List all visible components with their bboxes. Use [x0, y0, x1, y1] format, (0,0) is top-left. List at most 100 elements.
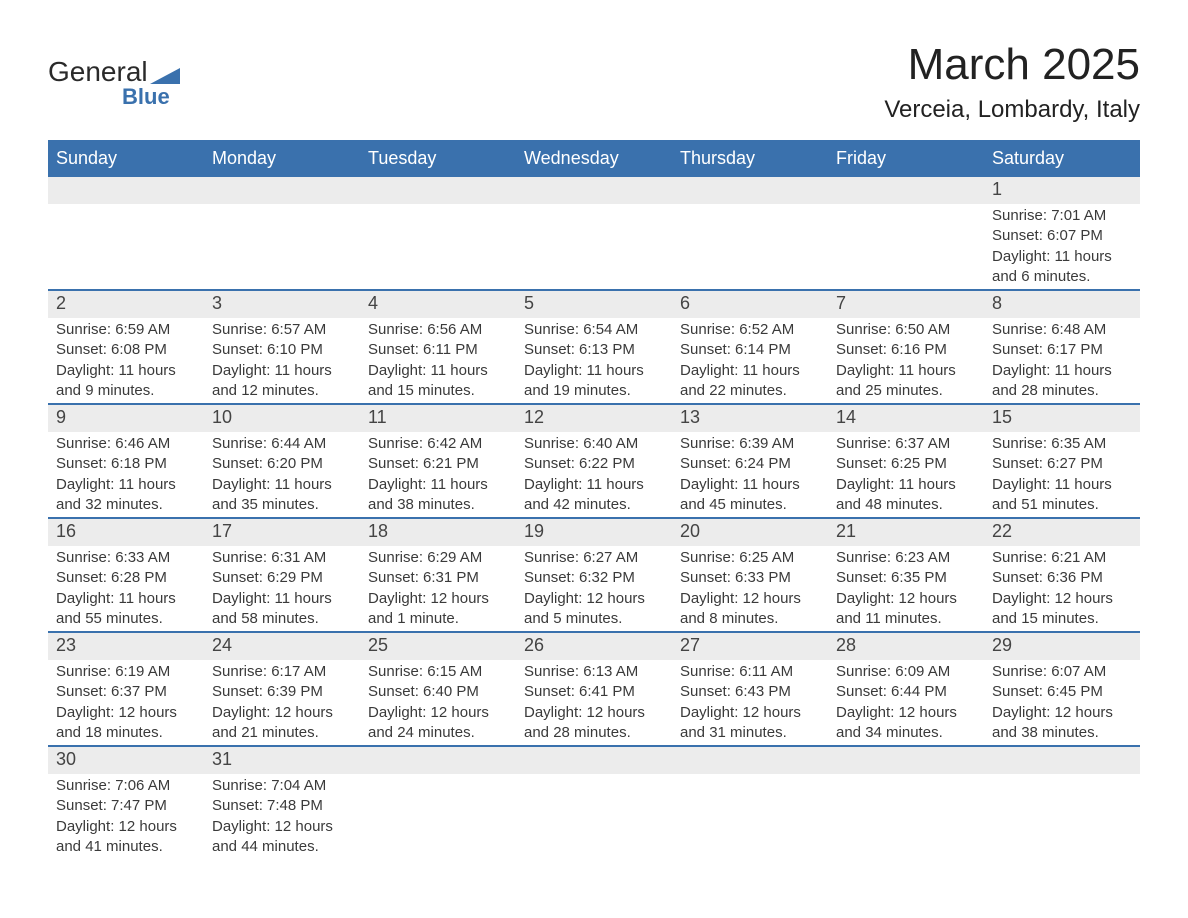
day-body: Sunrise: 6:29 AMSunset: 6:31 PMDaylight:…	[360, 546, 516, 631]
daylight-line: Daylight: 12 hours and 15 minutes.	[992, 589, 1132, 630]
sunset-line: Sunset: 6:16 PM	[836, 340, 976, 360]
daylight-line: Daylight: 12 hours and 18 minutes.	[56, 703, 196, 744]
day-number-bar	[672, 745, 828, 774]
calendar-cell: 1Sunrise: 7:01 AMSunset: 6:07 PMDaylight…	[984, 177, 1140, 289]
day-body	[48, 204, 204, 278]
calendar-cell: 16Sunrise: 6:33 AMSunset: 6:28 PMDayligh…	[48, 517, 204, 631]
brand-logo: General Blue	[48, 56, 180, 110]
sunset-line: Sunset: 6:22 PM	[524, 454, 664, 474]
calendar-body: 1Sunrise: 7:01 AMSunset: 6:07 PMDaylight…	[48, 177, 1140, 859]
sunset-line: Sunset: 6:37 PM	[56, 682, 196, 702]
calendar-cell: 5Sunrise: 6:54 AMSunset: 6:13 PMDaylight…	[516, 289, 672, 403]
day-number-bar: 12	[516, 403, 672, 432]
day-number-bar: 5	[516, 289, 672, 318]
sunrise-line: Sunrise: 6:33 AM	[56, 548, 196, 568]
daylight-line: Daylight: 12 hours and 1 minute.	[368, 589, 508, 630]
sunrise-line: Sunrise: 7:06 AM	[56, 776, 196, 796]
day-number-bar: 3	[204, 289, 360, 318]
daylight-line: Daylight: 11 hours and 12 minutes.	[212, 361, 352, 402]
calendar-cell: 23Sunrise: 6:19 AMSunset: 6:37 PMDayligh…	[48, 631, 204, 745]
daylight-line: Daylight: 12 hours and 38 minutes.	[992, 703, 1132, 744]
day-number-bar: 27	[672, 631, 828, 660]
day-number-bar	[828, 177, 984, 204]
calendar-cell: 21Sunrise: 6:23 AMSunset: 6:35 PMDayligh…	[828, 517, 984, 631]
day-number-bar	[204, 177, 360, 204]
sunset-line: Sunset: 6:14 PM	[680, 340, 820, 360]
daylight-line: Daylight: 11 hours and 6 minutes.	[992, 247, 1132, 288]
sunset-line: Sunset: 6:21 PM	[368, 454, 508, 474]
day-number-bar: 17	[204, 517, 360, 546]
day-number-bar: 1	[984, 177, 1140, 204]
sunset-line: Sunset: 6:11 PM	[368, 340, 508, 360]
sunrise-line: Sunrise: 6:29 AM	[368, 548, 508, 568]
sunset-line: Sunset: 6:20 PM	[212, 454, 352, 474]
day-body: Sunrise: 6:59 AMSunset: 6:08 PMDaylight:…	[48, 318, 204, 403]
sunset-line: Sunset: 6:18 PM	[56, 454, 196, 474]
weekday-header: Saturday	[984, 140, 1140, 177]
day-body	[828, 774, 984, 848]
sunrise-line: Sunrise: 6:57 AM	[212, 320, 352, 340]
day-number-bar: 7	[828, 289, 984, 318]
day-number-bar	[672, 177, 828, 204]
sunset-line: Sunset: 6:25 PM	[836, 454, 976, 474]
day-body	[984, 774, 1140, 848]
day-body: Sunrise: 7:01 AMSunset: 6:07 PMDaylight:…	[984, 204, 1140, 289]
sunset-line: Sunset: 6:44 PM	[836, 682, 976, 702]
daylight-line: Daylight: 12 hours and 41 minutes.	[56, 817, 196, 858]
day-body	[516, 774, 672, 848]
location-text: Verceia, Lombardy, Italy	[884, 96, 1140, 124]
daylight-line: Daylight: 12 hours and 5 minutes.	[524, 589, 664, 630]
daylight-line: Daylight: 11 hours and 55 minutes.	[56, 589, 196, 630]
day-number-bar: 28	[828, 631, 984, 660]
day-number-bar	[48, 177, 204, 204]
sunrise-line: Sunrise: 6:31 AM	[212, 548, 352, 568]
daylight-line: Daylight: 11 hours and 35 minutes.	[212, 475, 352, 516]
sunset-line: Sunset: 6:45 PM	[992, 682, 1132, 702]
day-body: Sunrise: 6:11 AMSunset: 6:43 PMDaylight:…	[672, 660, 828, 745]
sunrise-line: Sunrise: 6:50 AM	[836, 320, 976, 340]
weekday-header: Wednesday	[516, 140, 672, 177]
daylight-line: Daylight: 11 hours and 28 minutes.	[992, 361, 1132, 402]
calendar-cell: 6Sunrise: 6:52 AMSunset: 6:14 PMDaylight…	[672, 289, 828, 403]
calendar-cell: 14Sunrise: 6:37 AMSunset: 6:25 PMDayligh…	[828, 403, 984, 517]
day-number-bar: 29	[984, 631, 1140, 660]
day-body: Sunrise: 6:44 AMSunset: 6:20 PMDaylight:…	[204, 432, 360, 517]
sunrise-line: Sunrise: 6:39 AM	[680, 434, 820, 454]
calendar-cell: 9Sunrise: 6:46 AMSunset: 6:18 PMDaylight…	[48, 403, 204, 517]
daylight-line: Daylight: 11 hours and 9 minutes.	[56, 361, 196, 402]
sunset-line: Sunset: 6:27 PM	[992, 454, 1132, 474]
sunset-line: Sunset: 6:07 PM	[992, 226, 1132, 246]
sunrise-line: Sunrise: 6:19 AM	[56, 662, 196, 682]
sunset-line: Sunset: 6:41 PM	[524, 682, 664, 702]
daylight-line: Daylight: 11 hours and 38 minutes.	[368, 475, 508, 516]
calendar-cell: 30Sunrise: 7:06 AMSunset: 7:47 PMDayligh…	[48, 745, 204, 859]
weekday-header: Tuesday	[360, 140, 516, 177]
day-number-bar: 8	[984, 289, 1140, 318]
day-body: Sunrise: 6:21 AMSunset: 6:36 PMDaylight:…	[984, 546, 1140, 631]
calendar-cell: 31Sunrise: 7:04 AMSunset: 7:48 PMDayligh…	[204, 745, 360, 859]
daylight-line: Daylight: 11 hours and 32 minutes.	[56, 475, 196, 516]
day-number-bar: 21	[828, 517, 984, 546]
day-body: Sunrise: 6:15 AMSunset: 6:40 PMDaylight:…	[360, 660, 516, 745]
day-number-bar: 25	[360, 631, 516, 660]
day-number-bar: 16	[48, 517, 204, 546]
calendar-cell: 3Sunrise: 6:57 AMSunset: 6:10 PMDaylight…	[204, 289, 360, 403]
day-number-bar	[828, 745, 984, 774]
sunset-line: Sunset: 6:35 PM	[836, 568, 976, 588]
calendar-cell: 15Sunrise: 6:35 AMSunset: 6:27 PMDayligh…	[984, 403, 1140, 517]
day-number-bar: 6	[672, 289, 828, 318]
day-body: Sunrise: 6:19 AMSunset: 6:37 PMDaylight:…	[48, 660, 204, 745]
sunset-line: Sunset: 6:17 PM	[992, 340, 1132, 360]
daylight-line: Daylight: 12 hours and 31 minutes.	[680, 703, 820, 744]
day-body	[204, 204, 360, 278]
calendar-cell: 19Sunrise: 6:27 AMSunset: 6:32 PMDayligh…	[516, 517, 672, 631]
weekday-header: Sunday	[48, 140, 204, 177]
calendar-cell: 13Sunrise: 6:39 AMSunset: 6:24 PMDayligh…	[672, 403, 828, 517]
day-body: Sunrise: 6:13 AMSunset: 6:41 PMDaylight:…	[516, 660, 672, 745]
daylight-line: Daylight: 12 hours and 8 minutes.	[680, 589, 820, 630]
day-number-bar: 10	[204, 403, 360, 432]
day-number-bar: 15	[984, 403, 1140, 432]
day-body: Sunrise: 7:06 AMSunset: 7:47 PMDaylight:…	[48, 774, 204, 859]
sunrise-line: Sunrise: 6:54 AM	[524, 320, 664, 340]
day-body: Sunrise: 6:40 AMSunset: 6:22 PMDaylight:…	[516, 432, 672, 517]
